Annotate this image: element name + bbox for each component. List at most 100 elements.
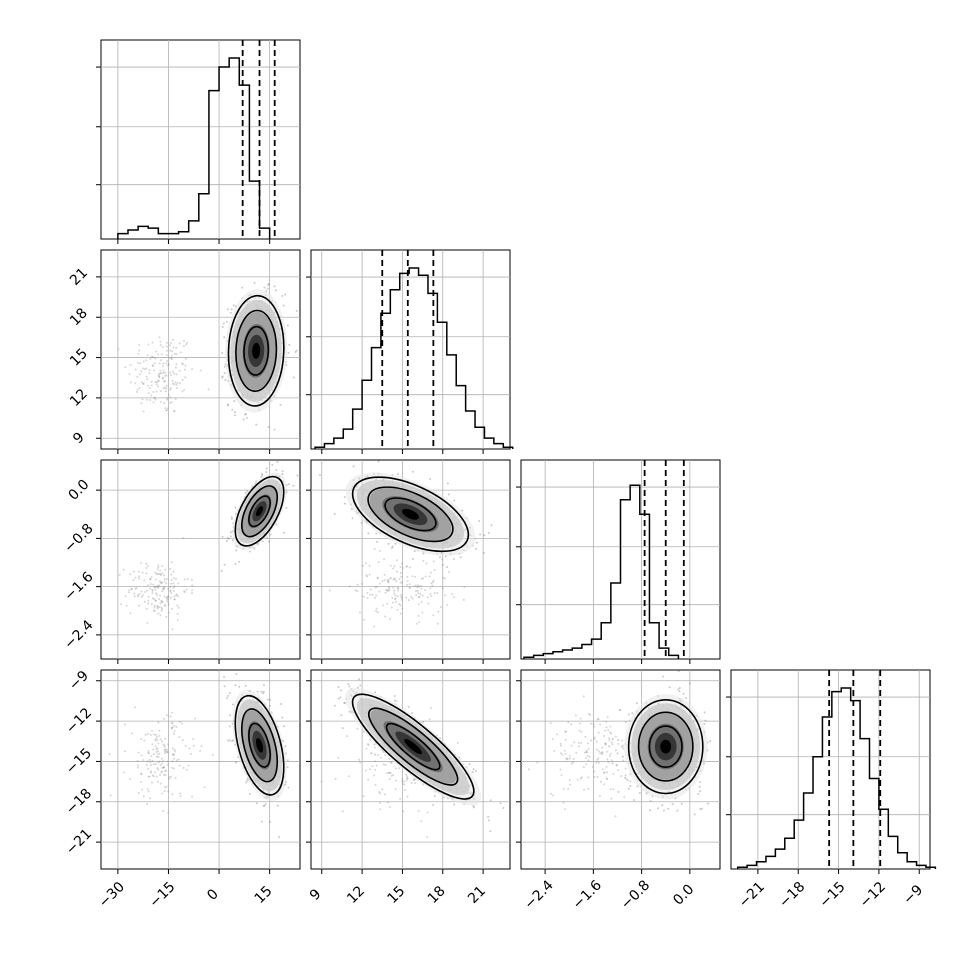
- scatter-point: [406, 777, 409, 780]
- scatter-point: [381, 579, 384, 582]
- scatter-point: [629, 785, 632, 788]
- scatter-point: [157, 566, 160, 569]
- scatter-point: [138, 577, 141, 580]
- scatter-point: [175, 373, 178, 376]
- scatter-point: [432, 614, 435, 617]
- scatter-point: [337, 685, 340, 688]
- scatter-point: [124, 366, 127, 369]
- scatter-point: [428, 718, 431, 721]
- scatter-point: [387, 542, 390, 545]
- scatter-point: [122, 568, 125, 571]
- scatter-point: [229, 311, 232, 314]
- scatter-point: [175, 353, 178, 356]
- scatter-point: [562, 801, 565, 804]
- scatter-point: [164, 737, 167, 740]
- scatter-point: [166, 349, 169, 352]
- scatter-point: [697, 792, 700, 795]
- scatter-point: [145, 802, 148, 805]
- scatter-point: [426, 811, 429, 814]
- scatter-point: [368, 573, 371, 576]
- scatter-point: [167, 393, 170, 396]
- scatter-point: [609, 725, 612, 728]
- scatter-point: [157, 385, 160, 388]
- scatter-point: [162, 369, 165, 372]
- scatter-point: [649, 809, 652, 812]
- scatter-point: [167, 595, 170, 598]
- scatter-point: [147, 602, 150, 605]
- scatter-point: [176, 604, 179, 607]
- scatter-point: [387, 580, 390, 583]
- scatter-point: [397, 472, 400, 475]
- scatter-point: [191, 584, 194, 587]
- scatter-point: [553, 749, 556, 752]
- scatter-point: [157, 761, 160, 764]
- scatter-point: [420, 820, 423, 823]
- scatter-point: [433, 568, 436, 571]
- scatter-point: [234, 506, 237, 509]
- scatter-point: [199, 369, 202, 372]
- scatter-point: [171, 607, 174, 610]
- scatter-point: [570, 744, 573, 747]
- scatter-point: [453, 499, 456, 502]
- scatter-point: [161, 740, 164, 743]
- scatter-point: [395, 767, 398, 770]
- scatter-point: [401, 567, 404, 570]
- scatter-point: [348, 585, 351, 588]
- scatter-point: [596, 758, 599, 761]
- scatter-point: [129, 381, 132, 384]
- scatter-point: [189, 752, 192, 755]
- scatter-point: [152, 748, 155, 751]
- scatter-point: [165, 615, 168, 618]
- scatter-point: [161, 766, 164, 769]
- scatter-point: [459, 556, 462, 559]
- scatter-point: [388, 586, 391, 589]
- contour-line: [384, 497, 437, 532]
- scatter-point: [140, 737, 143, 740]
- scatter-point: [393, 699, 396, 702]
- scatter-point: [393, 589, 396, 592]
- scatter-point: [406, 580, 409, 583]
- scatter-point: [157, 742, 160, 745]
- scatter-point: [146, 584, 149, 587]
- scatter-point: [360, 582, 363, 585]
- panel-3-3: [726, 669, 937, 870]
- scatter-point: [439, 556, 442, 559]
- scatter-point: [169, 585, 172, 588]
- y-tick-label: −1.6: [61, 569, 96, 604]
- scatter-point: [163, 402, 166, 405]
- scatter-point: [168, 776, 171, 779]
- scatter-point: [405, 773, 408, 776]
- scatter-point: [390, 761, 393, 764]
- scatter-point: [145, 567, 148, 570]
- scatter-point: [375, 764, 378, 767]
- scatter-point: [161, 345, 164, 348]
- scatter-point: [405, 583, 408, 586]
- scatter-point: [266, 287, 269, 290]
- scatter-point: [165, 341, 168, 344]
- scatter-point: [158, 584, 161, 587]
- scatter-point: [221, 375, 224, 378]
- scatter-point: [417, 603, 420, 606]
- scatter-point: [173, 598, 176, 601]
- scatter-point: [428, 575, 431, 578]
- scatter-point: [383, 573, 386, 576]
- scatter-point: [166, 397, 169, 400]
- scatter-point: [133, 592, 136, 595]
- scatter-point: [649, 800, 652, 803]
- scatter-point: [424, 589, 427, 592]
- scatter-point: [400, 593, 403, 596]
- scatter-point: [256, 690, 259, 693]
- scatter-point: [489, 830, 492, 833]
- scatter-point: [117, 348, 120, 351]
- scatter-point: [150, 755, 153, 758]
- scatter-point: [419, 592, 422, 595]
- scatter-point: [156, 747, 159, 750]
- scatter-point: [354, 589, 357, 592]
- y-tick-label: −9: [66, 668, 92, 694]
- scatter-point: [161, 600, 164, 603]
- scatter-point: [177, 606, 180, 609]
- scatter-point: [155, 350, 158, 353]
- scatter-point: [150, 355, 153, 358]
- scatter-point: [560, 774, 563, 777]
- scatter-point: [169, 402, 172, 405]
